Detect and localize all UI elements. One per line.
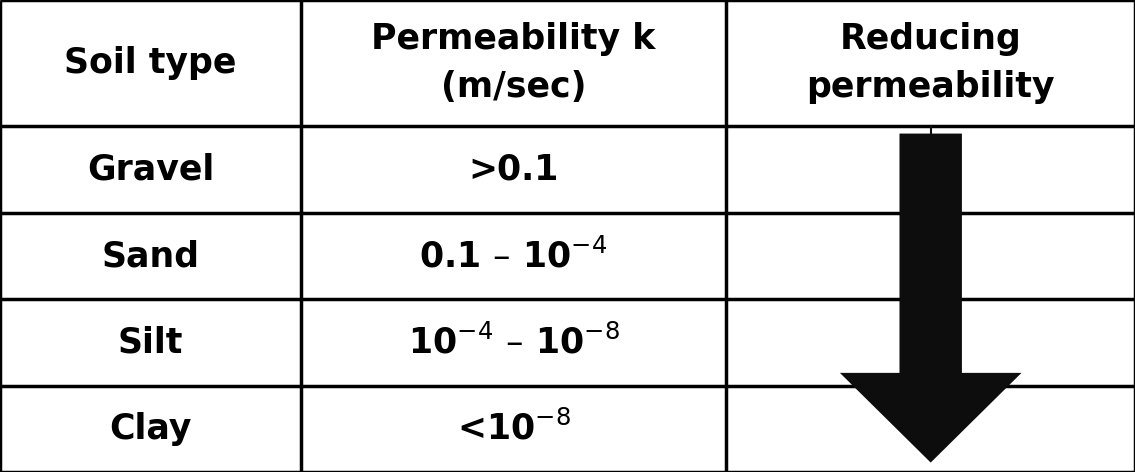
- Text: Gravel: Gravel: [86, 152, 215, 187]
- Text: Clay: Clay: [109, 412, 192, 446]
- Text: Reducing
permeability: Reducing permeability: [807, 23, 1054, 104]
- Text: >0.1: >0.1: [469, 152, 558, 187]
- Polygon shape: [840, 134, 1022, 463]
- Text: Soil type: Soil type: [65, 46, 236, 80]
- Text: Sand: Sand: [101, 239, 200, 273]
- Text: 0.1 – 10$^{-4}$: 0.1 – 10$^{-4}$: [420, 238, 607, 274]
- Text: 10$^{-4}$ – 10$^{-8}$: 10$^{-4}$ – 10$^{-8}$: [407, 324, 620, 361]
- Text: <10$^{-8}$: <10$^{-8}$: [456, 411, 571, 447]
- Text: Permeability k
(m/sec): Permeability k (m/sec): [371, 23, 656, 104]
- Text: Silt: Silt: [118, 325, 183, 360]
